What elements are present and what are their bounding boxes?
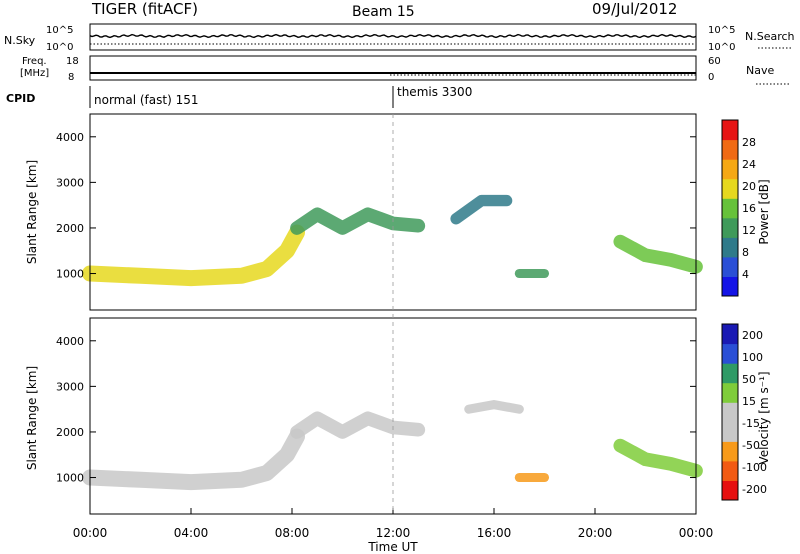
nsearch-tick-low: 10^0 bbox=[708, 42, 735, 53]
colorbar-tick-label: 8 bbox=[742, 246, 749, 259]
colorbar-swatch bbox=[722, 382, 738, 403]
colorbar-tick-label: 50 bbox=[742, 373, 756, 386]
freq-label-1: Freq. bbox=[22, 56, 47, 67]
y-tick-label: 1000 bbox=[56, 268, 84, 281]
velocity-panel: 1000 2000 3000 4000 Slant Range [km] 200 100… bbox=[25, 317, 771, 515]
echo-region bbox=[82, 224, 305, 287]
x-tick-label: 12:00 bbox=[376, 526, 411, 540]
colorbar-swatch bbox=[722, 460, 738, 481]
nsky-label: N.Sky bbox=[4, 34, 36, 47]
colorbar-swatch bbox=[722, 363, 738, 384]
echo-region bbox=[464, 400, 524, 414]
colorbar-tick-label: 16 bbox=[742, 202, 756, 215]
echo-region bbox=[82, 428, 305, 491]
y-tick-label: 4000 bbox=[56, 131, 84, 144]
nsky-trace bbox=[89, 33, 697, 39]
velocity-ylabel: Slant Range [km] bbox=[25, 366, 39, 470]
colorbar-tick-label: 100 bbox=[742, 351, 763, 364]
echo-region bbox=[290, 207, 426, 235]
colorbar-tick-label: -200 bbox=[742, 483, 767, 496]
freq-tick-high: 18 bbox=[66, 56, 79, 67]
nave-tick-low: 0 bbox=[708, 72, 714, 83]
power-panel: 1000 2000 3000 4000 Slant Range [km] 4 8 12 16… bbox=[25, 113, 771, 311]
colorbar-frame bbox=[721, 323, 739, 501]
velocity-yaxis: 1000 2000 3000 4000 bbox=[56, 335, 696, 485]
nsky-panel: N.Sky 10^5 10^0 10^5 10^0 N.Search bbox=[4, 23, 795, 53]
colorbar-swatch bbox=[722, 159, 738, 180]
colorbar-swatch bbox=[722, 139, 738, 160]
colorbar-tick-label: -15 bbox=[742, 417, 760, 430]
colorbar-tick-label: 12 bbox=[742, 224, 756, 237]
colorbar-tick-label: -50 bbox=[742, 439, 760, 452]
x-tick-label: 00:00 bbox=[679, 526, 714, 540]
colorbar-swatch bbox=[722, 324, 738, 345]
y-tick-label: 2000 bbox=[56, 222, 84, 235]
y-tick-label: 3000 bbox=[56, 176, 84, 189]
colorbar-swatch bbox=[722, 343, 738, 364]
colorbar-swatch bbox=[722, 480, 738, 501]
x-tick-label: 20:00 bbox=[578, 526, 613, 540]
nsky-tick-high: 10^5 bbox=[46, 25, 73, 36]
freq-tick-low: 8 bbox=[68, 72, 74, 83]
date-label: 09/Jul/2012 bbox=[592, 0, 677, 18]
cpid-mode-themis: themis 3300 bbox=[397, 85, 472, 99]
colorbar-tick-label: 200 bbox=[742, 329, 763, 342]
velocity-colorbar: 200 100 50 15 -15 -50 -100 -200 bbox=[721, 323, 767, 501]
y-tick-label: 3000 bbox=[56, 380, 84, 393]
nsky-tick-low: 10^0 bbox=[46, 42, 73, 53]
cpid-panel: CPID normal (fast) 151 themis 3300 bbox=[6, 85, 472, 108]
y-tick-label: 1000 bbox=[56, 472, 84, 485]
nsearch-label: N.Search bbox=[745, 30, 795, 43]
x-tick-label: 04:00 bbox=[174, 526, 209, 540]
colorbar-swatch bbox=[722, 237, 738, 258]
colorbar-swatch bbox=[722, 441, 738, 462]
power-colorbar: 4 8 12 16 20 24 28 bbox=[721, 119, 756, 297]
colorbar-tick-label: 4 bbox=[742, 268, 749, 281]
x-tick-label: 16:00 bbox=[477, 526, 512, 540]
nsky-frame bbox=[89, 23, 697, 51]
freq-panel: Freq. [MHz] 18 8 60 0 Nave bbox=[20, 55, 790, 85]
colorbar-tick-label: 28 bbox=[742, 136, 756, 149]
cpid-label: CPID bbox=[6, 92, 35, 105]
power-echoes bbox=[82, 194, 703, 287]
nave-tick-high: 60 bbox=[708, 56, 721, 67]
y-tick-label: 4000 bbox=[56, 335, 84, 348]
echo-region bbox=[290, 411, 426, 439]
power-yaxis: 1000 2000 3000 4000 bbox=[56, 131, 696, 281]
colorbar-swatch bbox=[722, 120, 738, 141]
y-tick-label: 2000 bbox=[56, 426, 84, 439]
x-tick-label: 00:00 bbox=[73, 526, 108, 540]
colorbar-swatch bbox=[722, 178, 738, 199]
colorbar-swatch bbox=[722, 402, 738, 423]
colorbar-tick-label: 20 bbox=[742, 180, 756, 193]
power-ylabel: Slant Range [km] bbox=[25, 160, 39, 264]
colorbar-frame bbox=[721, 119, 739, 297]
echo-region bbox=[450, 194, 513, 225]
colorbar-swatch bbox=[722, 198, 738, 219]
time-axis-label: Time UT bbox=[367, 540, 418, 554]
velocity-echoes bbox=[82, 400, 703, 491]
colorbar-tick-label: 15 bbox=[742, 395, 756, 408]
cpid-mode-normal: normal (fast) 151 bbox=[94, 93, 198, 107]
colorbar-tick-label: -100 bbox=[742, 461, 767, 474]
freq-label-2: [MHz] bbox=[20, 68, 49, 79]
colorbar-swatch bbox=[722, 276, 738, 297]
nsearch-tick-high: 10^5 bbox=[708, 25, 735, 36]
colorbar-swatch bbox=[722, 256, 738, 277]
colorbar-tick-label: 24 bbox=[742, 158, 756, 171]
radar-title: TIGER (fitACF) bbox=[91, 0, 198, 18]
echo-region bbox=[613, 438, 703, 478]
freq-frame bbox=[89, 55, 697, 81]
echo-region bbox=[613, 234, 703, 274]
x-tick-label: 08:00 bbox=[275, 526, 310, 540]
colorbar-swatch bbox=[722, 217, 738, 238]
power-colorbar-label: Power [dB] bbox=[757, 179, 771, 244]
colorbar-swatch bbox=[722, 421, 738, 442]
nave-label: Nave bbox=[746, 64, 774, 77]
time-axis: 00:00 04:00 08:00 12:00 16:00 20:00 00:00 bbox=[73, 508, 714, 540]
beam-label: Beam 15 bbox=[352, 4, 415, 20]
velocity-colorbar-label: Velocity [m s⁻¹] bbox=[757, 371, 771, 464]
